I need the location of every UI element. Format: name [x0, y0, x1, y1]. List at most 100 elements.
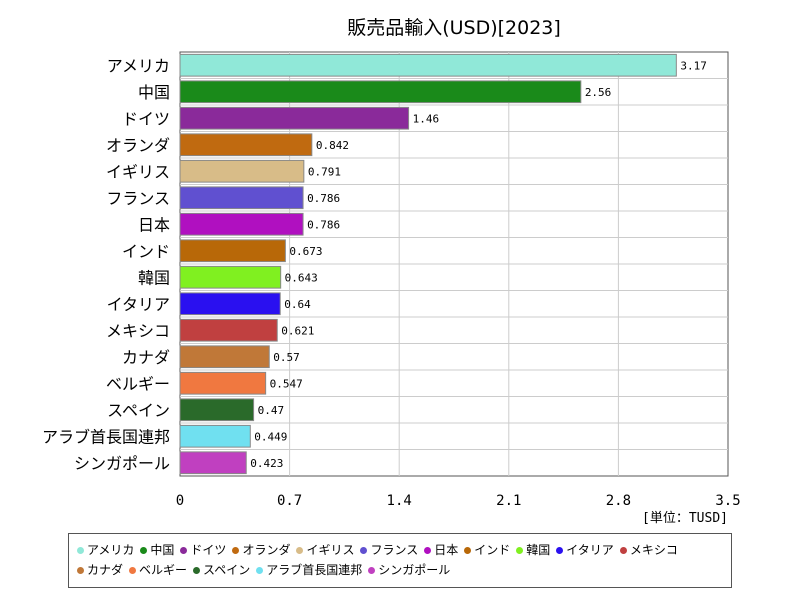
bar-value-label: 0.57	[273, 351, 300, 364]
category-label: メキシコ	[106, 321, 170, 340]
legend-entry: 中国	[140, 540, 174, 560]
legend-label: 韓国	[526, 543, 551, 557]
category-label: 日本	[138, 215, 170, 234]
legend-entry: イギリス	[296, 540, 354, 560]
bar	[179, 398, 255, 422]
chart-title: 販売品輸入(USD)[2023]	[347, 17, 561, 39]
category-label: イタリア	[107, 295, 170, 314]
bar-value-label: 0.786	[307, 218, 340, 231]
bar-value-label: 0.47	[258, 404, 285, 417]
legend-label: 日本	[434, 543, 459, 557]
legend-entry: メキシコ	[619, 540, 678, 560]
bars-group: 3.17 2.56 1.46 0.842 0.791 0.786 0.786 0.673 0.6…	[179, 53, 707, 475]
legend-swatch	[368, 567, 376, 574]
bar-value-label: 0.64	[284, 298, 311, 311]
legend-label: フランス	[370, 543, 419, 557]
bar	[179, 318, 278, 342]
legend-label: ベルギー	[139, 563, 188, 577]
y-axis-labels: アメリカ中国ドイツオランダイギリスフランス日本インド韓国イタリアメキシコカナダベ…	[42, 56, 170, 473]
x-axis-ticks: 0 0.7 1.4 2.1 2.8 3.5	[176, 493, 741, 509]
legend-label: アラブ首長国連邦	[266, 563, 363, 577]
x-tick-label: 0	[176, 493, 184, 509]
legend-label: スペイン	[203, 563, 251, 577]
legend-swatch	[619, 547, 627, 554]
category-label: 韓国	[138, 268, 170, 287]
legend-swatch	[77, 547, 84, 554]
bar	[179, 80, 582, 104]
category-label: オランダ	[106, 136, 170, 155]
bar-value-label: 0.786	[307, 192, 340, 205]
legend-label: ドイツ	[190, 543, 227, 557]
legend-label: オランダ	[242, 543, 291, 557]
legend-swatch	[556, 547, 564, 554]
legend-entry: イタリア	[556, 540, 614, 560]
legend: アメリカ 中国 ドイツ オランダ イギリス フランス 日本 インド 韓国 イタリア メキシコカナダ ベ…	[68, 533, 732, 588]
category-label: イギリス	[106, 162, 170, 181]
category-label: スペイン	[107, 401, 170, 420]
legend-entry: アラブ首長国連邦	[256, 560, 362, 580]
legend-label: カナダ	[87, 563, 124, 577]
x-tick-label: 2.8	[606, 493, 631, 509]
legend-entry: 韓国	[516, 540, 550, 560]
legend-swatch	[464, 547, 472, 554]
legend-label: 中国	[150, 543, 175, 557]
legend-entry: スペイン	[193, 560, 250, 580]
category-label: カナダ	[122, 348, 170, 367]
bar	[179, 159, 305, 183]
legend-entry: インド	[464, 540, 510, 560]
bar	[179, 53, 677, 77]
legend-entry: フランス	[360, 540, 418, 560]
bar	[179, 186, 304, 210]
legend-swatch	[193, 567, 201, 574]
bar-value-label: 1.46	[413, 112, 440, 125]
x-tick-label: 3.5	[715, 493, 740, 509]
legend-swatch	[77, 567, 84, 574]
category-label: フランス	[106, 189, 170, 208]
legend-entry: オランダ	[232, 540, 290, 560]
unit-label: [単位：TUSD]	[642, 510, 728, 526]
bar	[179, 451, 247, 475]
bar-value-label: 0.423	[250, 457, 283, 470]
legend-swatch	[516, 547, 524, 554]
bar-value-label: 0.842	[316, 139, 349, 152]
legend-label: メキシコ	[629, 543, 678, 557]
gridlines	[180, 52, 728, 476]
bar	[179, 239, 286, 263]
bar	[179, 424, 251, 448]
legend-swatch	[424, 547, 432, 554]
category-label: 中国	[138, 83, 170, 102]
legend-entry: ベルギー	[129, 560, 187, 580]
category-label: アラブ首長国連邦	[42, 427, 170, 446]
bar	[179, 292, 281, 316]
legend-swatch	[360, 547, 368, 554]
legend-entry: カナダ	[77, 560, 123, 580]
legend-entry: 日本	[424, 540, 458, 560]
legend-label: イギリス	[306, 543, 355, 557]
bar-value-label: 2.56	[585, 86, 612, 99]
bar	[179, 106, 410, 130]
legend-label: イタリア	[566, 543, 614, 557]
x-tick-label: 1.4	[387, 493, 412, 509]
legend-swatch	[232, 547, 240, 554]
legend-label: インド	[474, 543, 511, 557]
legend-swatch	[140, 547, 148, 554]
bar-value-label: 0.547	[270, 377, 303, 390]
legend-entry: アメリカ	[77, 540, 134, 560]
category-label: インド	[122, 242, 170, 261]
bar	[179, 265, 282, 289]
x-tick-label: 2.1	[496, 493, 521, 509]
bar	[179, 212, 304, 236]
category-label: アメリカ	[107, 56, 170, 75]
legend-entry: ドイツ	[180, 540, 226, 560]
legend-swatch	[129, 567, 137, 574]
bar-value-label: 0.643	[285, 271, 318, 284]
bar-value-label: 0.621	[281, 324, 314, 337]
bar-value-label: 3.17	[680, 59, 707, 72]
legend-swatch	[256, 567, 264, 574]
legend-swatch	[180, 547, 188, 554]
category-label: ベルギー	[106, 374, 170, 393]
bar	[179, 133, 313, 157]
legend-label: アメリカ	[87, 543, 135, 557]
legend-entry: シンガポール	[368, 560, 450, 580]
